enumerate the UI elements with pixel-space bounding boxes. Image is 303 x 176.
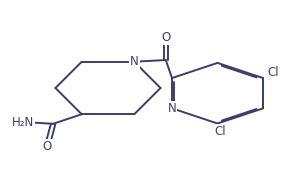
Text: N: N — [168, 102, 176, 115]
Text: O: O — [161, 31, 170, 44]
Text: Cl: Cl — [215, 125, 226, 138]
Text: O: O — [42, 140, 52, 153]
Text: Cl: Cl — [268, 66, 279, 79]
Text: N: N — [130, 55, 138, 68]
Text: H₂N: H₂N — [12, 116, 34, 128]
